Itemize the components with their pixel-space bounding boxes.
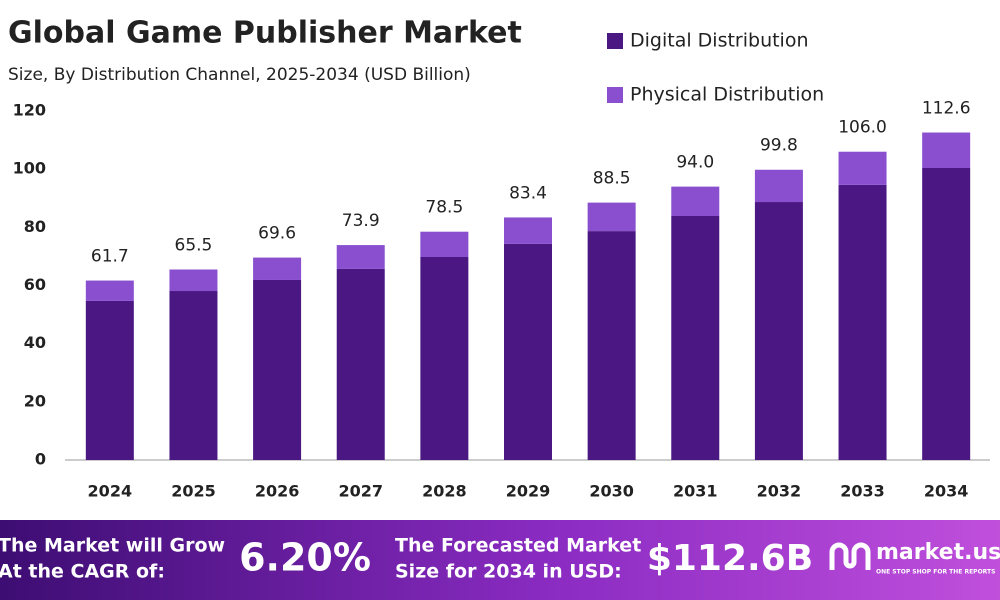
value-label: 83.4: [509, 183, 547, 203]
bar-segment: [587, 231, 636, 460]
forecast-text: The Forecasted Market: [395, 535, 641, 557]
value-label: 88.5: [593, 169, 631, 189]
y-tick-label: 80: [24, 217, 46, 236]
x-tick-label: 2025: [171, 482, 216, 501]
legend-label: Digital Distribution: [630, 30, 809, 52]
x-tick-label: 2029: [506, 482, 551, 501]
value-label: 99.8: [760, 136, 798, 156]
bar-segment: [336, 245, 385, 269]
brand: market.us: [876, 540, 1000, 565]
value-label: 112.6: [922, 99, 971, 119]
bar-segment: [504, 243, 552, 460]
bar-segment: [253, 257, 302, 280]
y-tick-label: 100: [13, 159, 46, 178]
value-label: 69.6: [258, 224, 296, 244]
bar-segment: [336, 268, 385, 460]
legend-label: Physical Distribution: [630, 84, 824, 106]
bar-segment: [671, 186, 720, 216]
y-tick-label: 0: [35, 450, 46, 469]
bar-segment: [922, 168, 971, 460]
cagr-text: The Market will Grow: [0, 535, 225, 557]
value-label: 78.5: [425, 198, 463, 218]
x-tick-label: 2032: [757, 482, 802, 501]
value-label: 73.9: [342, 211, 380, 231]
legend-swatch: [607, 33, 623, 49]
brand-logo: [829, 542, 871, 570]
bar-segment: [754, 202, 803, 461]
value-label: 106.0: [838, 118, 887, 138]
bar-segment: [85, 300, 134, 460]
x-tick-label: 2034: [924, 482, 969, 501]
x-tick-label: 2028: [422, 482, 467, 501]
legend-swatch: [607, 87, 623, 103]
bar-segment: [253, 279, 302, 460]
bar-segment: [420, 231, 469, 257]
forecast-text: Size for 2034 in USD:: [395, 561, 622, 583]
y-tick-label: 20: [24, 391, 46, 410]
chart-subtitle: Size, By Distribution Channel, 2025-2034…: [8, 65, 471, 85]
bar-segment: [169, 269, 218, 292]
bar-segment: [838, 151, 887, 185]
x-tick-label: 2027: [338, 482, 383, 501]
bar-segment: [922, 132, 971, 169]
chart-title: Global Game Publisher Market: [8, 16, 522, 51]
y-tick-label: 40: [24, 333, 46, 352]
y-tick-label: 60: [24, 275, 46, 294]
value-label: 94.0: [676, 153, 714, 173]
bar-segment: [838, 184, 887, 460]
cagr-value: 6.20%: [239, 536, 371, 580]
value-label: 65.5: [175, 236, 213, 256]
x-tick-label: 2031: [673, 482, 718, 501]
x-tick-label: 2026: [255, 482, 300, 501]
bar-segment: [587, 202, 636, 232]
bar-segment: [169, 291, 218, 460]
x-tick-label: 2024: [88, 482, 133, 501]
bar-segment: [754, 169, 803, 203]
value-label: 61.7: [91, 247, 129, 267]
forecast-value: $112.6B: [647, 538, 813, 579]
bar-segment: [420, 256, 469, 460]
bar-segment: [671, 215, 720, 460]
brand-tagline: ONE STOP SHOP FOR THE REPORTS: [876, 569, 995, 576]
x-tick-label: 2030: [589, 482, 634, 501]
x-tick-label: 2033: [840, 482, 885, 501]
bar-segment: [85, 280, 134, 301]
bar-segment: [504, 217, 552, 244]
y-tick-label: 120: [13, 101, 46, 120]
cagr-text: At the CAGR of:: [0, 561, 165, 583]
